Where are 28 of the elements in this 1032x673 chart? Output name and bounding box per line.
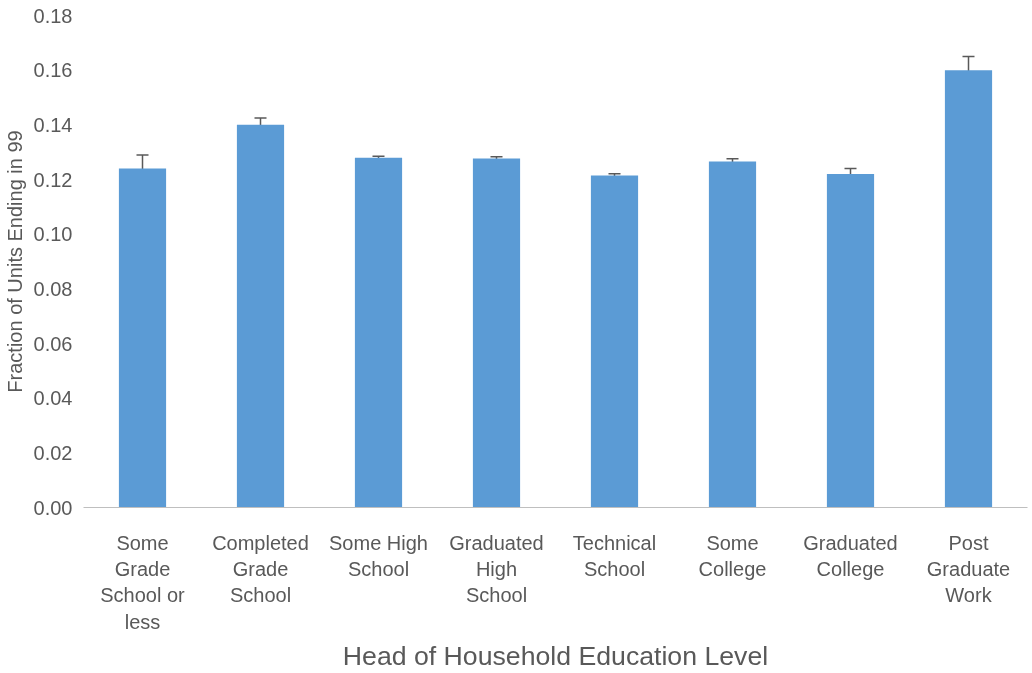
- x-tick-label: Graduated High School: [449, 531, 544, 607]
- y-tick-label: 0.14: [33, 113, 73, 136]
- bar: [590, 175, 639, 508]
- bar: [472, 158, 521, 508]
- x-tick-label: Post Graduate Work: [926, 531, 1011, 607]
- x-tick-label: Graduated College: [803, 531, 898, 580]
- y-tick-label: 0.12: [33, 168, 73, 191]
- x-tick-label: Technical School: [572, 531, 657, 580]
- x-tick-label: Some High School: [329, 531, 428, 580]
- y-tick-label: 0.06: [33, 332, 73, 355]
- y-tick-label: 0.08: [33, 277, 73, 300]
- bar: [944, 70, 993, 508]
- x-tick-label: Some Grade School or less: [100, 531, 186, 633]
- bar: [708, 161, 757, 508]
- bar: [236, 124, 285, 508]
- y-tick-label: 0.16: [33, 59, 73, 82]
- bar: [826, 174, 875, 508]
- y-tick-label: 0.04: [33, 387, 73, 410]
- x-tick-label: Completed Grade School: [212, 531, 309, 607]
- x-tick-label: Some College: [698, 531, 767, 580]
- bar: [118, 168, 167, 508]
- y-tick-label: 0.02: [33, 441, 73, 464]
- y-axis-title: Fraction of Units Ending in 99: [3, 130, 26, 393]
- x-axis-title: Head of Household Education Level: [342, 640, 769, 671]
- bar: [354, 157, 403, 508]
- y-tick-label: 0.10: [33, 223, 73, 246]
- y-tick-label: 0.00: [33, 496, 73, 519]
- y-tick-label: 0.18: [33, 4, 73, 27]
